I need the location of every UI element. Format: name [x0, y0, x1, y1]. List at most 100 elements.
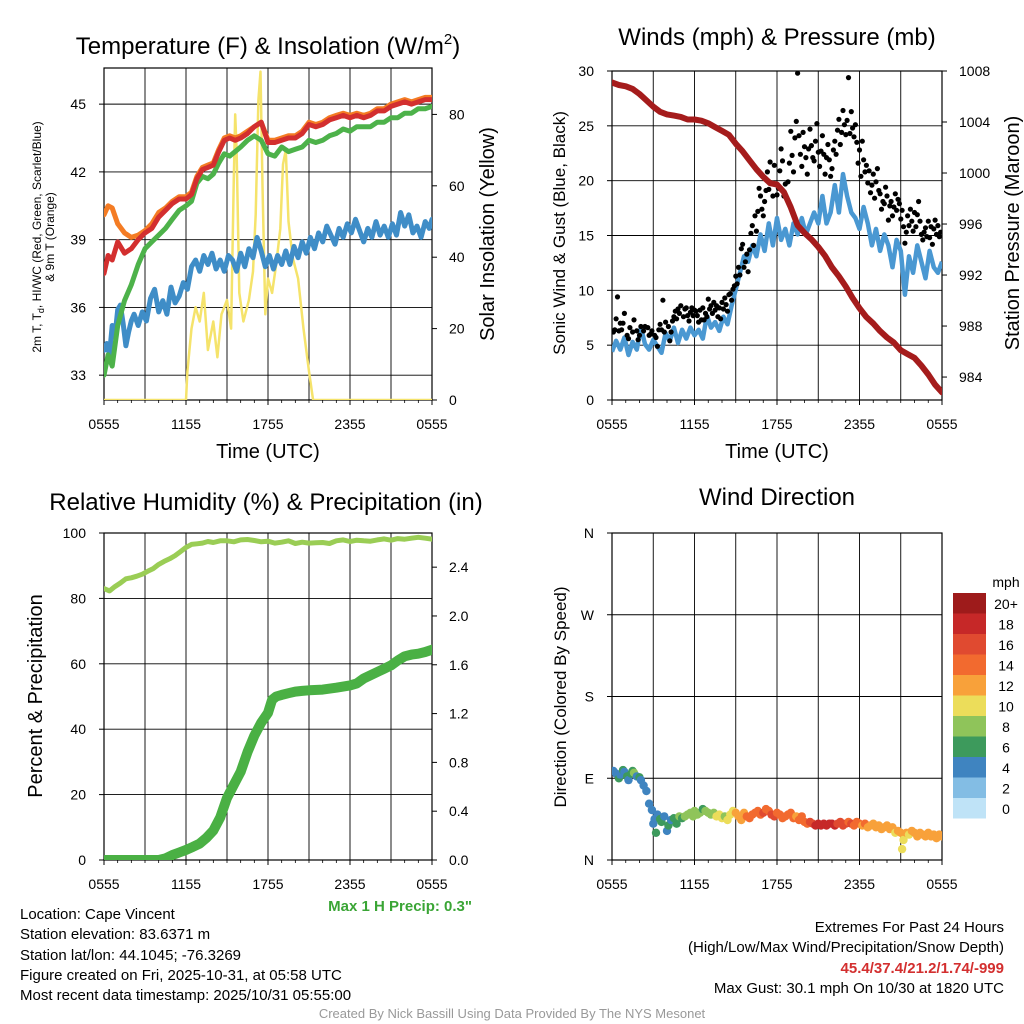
y2-tick-label: 0.4 — [449, 803, 469, 819]
gust-point — [789, 152, 795, 158]
y2-tick-label: 992 — [959, 267, 983, 283]
y-axis-label: Sonic Wind & Gust (Blue, Black) — [550, 111, 569, 355]
gust-point — [865, 180, 871, 186]
gust-point — [621, 310, 628, 316]
x-tick-label: 1155 — [171, 876, 201, 892]
gust-point — [625, 336, 632, 342]
series-relative-humidity — [104, 534, 432, 594]
gust-point — [705, 296, 711, 302]
y-tick-label: E — [585, 770, 594, 786]
gust-point — [649, 328, 655, 334]
gust-point — [741, 264, 747, 270]
direction-points — [612, 765, 942, 854]
direction-point — [642, 786, 651, 796]
gust-point — [927, 235, 933, 241]
y-tick-label: 33 — [70, 367, 86, 383]
y2-tick-label: 80 — [449, 106, 465, 122]
gust-point — [737, 272, 743, 278]
gust-point — [733, 273, 739, 279]
chart-title: Winds (mph) & Pressure (mb) — [618, 24, 935, 51]
gust-point — [885, 217, 892, 223]
y2-tick-label: 984 — [959, 369, 983, 385]
gust-point — [762, 198, 768, 205]
gust-point — [855, 160, 861, 166]
x-tick-label: 1155 — [679, 416, 709, 432]
gust-point — [744, 251, 750, 257]
station-info: Location: Cape Vincent Station elevation… — [20, 905, 351, 1006]
gust-point — [748, 230, 754, 236]
x-tick-label: 1755 — [761, 416, 792, 432]
gust-point — [704, 314, 710, 320]
gust-point — [825, 141, 831, 148]
gust-point — [889, 213, 896, 219]
gust-point — [910, 228, 916, 234]
gust-point — [724, 308, 731, 314]
gust-point — [856, 147, 863, 153]
direction-point — [651, 828, 661, 837]
gust-point — [803, 155, 809, 161]
gust-point — [723, 302, 729, 308]
x-axis-label: Time (UTC) — [725, 441, 829, 463]
y2-tick-label: 1004 — [959, 114, 990, 130]
y-tick-label: 80 — [70, 590, 86, 606]
gust-point — [665, 323, 672, 330]
max-gust: Max Gust: 30.1 mph On 10/30 at 1820 UTC — [713, 979, 1004, 997]
gust-point — [841, 122, 848, 128]
series-2m-t — [104, 97, 432, 276]
gust-point — [931, 226, 937, 232]
gust-point — [620, 320, 626, 326]
gust-point — [804, 171, 810, 177]
gust-point — [935, 223, 941, 229]
gust-point — [674, 316, 680, 322]
x-tick-label: 0555 — [926, 876, 957, 892]
winds-chart: 0555 1155 1755 2355 055505101520253098498899… — [550, 24, 1024, 463]
gust-point — [797, 151, 804, 157]
gust-point — [631, 317, 637, 323]
legend-swatch — [953, 736, 986, 757]
gust-point — [676, 310, 683, 316]
gust-point — [872, 195, 878, 201]
gust-point — [917, 218, 923, 224]
y2-tick-label: 1000 — [959, 165, 990, 181]
gust-point — [845, 75, 852, 81]
gust-point — [888, 198, 894, 205]
max-precip-label: Max 1 H Precip: 0.3" — [328, 898, 472, 915]
gust-point — [683, 305, 689, 311]
gust-point — [887, 203, 893, 209]
gust-point — [847, 130, 853, 137]
y-tick-label: 60 — [70, 656, 86, 672]
y-axis-label: 2m T, Td, HI/WC (Red, Green, Scarlet/Blu… — [30, 121, 57, 352]
gust-point — [756, 185, 762, 191]
legend-swatch — [953, 716, 986, 737]
gust-point — [814, 121, 820, 127]
gust-point — [619, 327, 625, 333]
gust-point — [755, 208, 761, 214]
y-tick-label: 45 — [70, 96, 86, 112]
y-tick-label: 36 — [70, 299, 86, 315]
chart-title: Temperature (F) & Insolation (W/m2) — [76, 31, 460, 60]
y-axis-label-part: 2m T, T — [30, 312, 44, 352]
chart-title-superscript: 2 — [444, 31, 452, 48]
gust-point — [729, 297, 735, 303]
gust-point — [830, 147, 837, 153]
y-tick-label: 20 — [578, 173, 594, 189]
y-tick-label: 5 — [586, 337, 594, 353]
legend-label: 10 — [998, 699, 1014, 715]
gust-point — [792, 135, 798, 141]
gust-point — [788, 128, 794, 134]
legend-title: mph — [992, 574, 1019, 590]
gust-point — [760, 213, 766, 219]
gust-point — [660, 297, 666, 303]
gust-point — [807, 126, 813, 132]
legend-swatch — [953, 757, 986, 778]
gust-point — [680, 314, 687, 320]
gust-point — [913, 224, 919, 230]
gust-point — [720, 306, 727, 312]
gust-point — [801, 144, 808, 150]
gust-point — [779, 158, 786, 164]
gust-point — [852, 122, 859, 128]
gust-point — [759, 206, 765, 212]
gust-point — [634, 328, 640, 334]
gust-point — [843, 132, 849, 138]
